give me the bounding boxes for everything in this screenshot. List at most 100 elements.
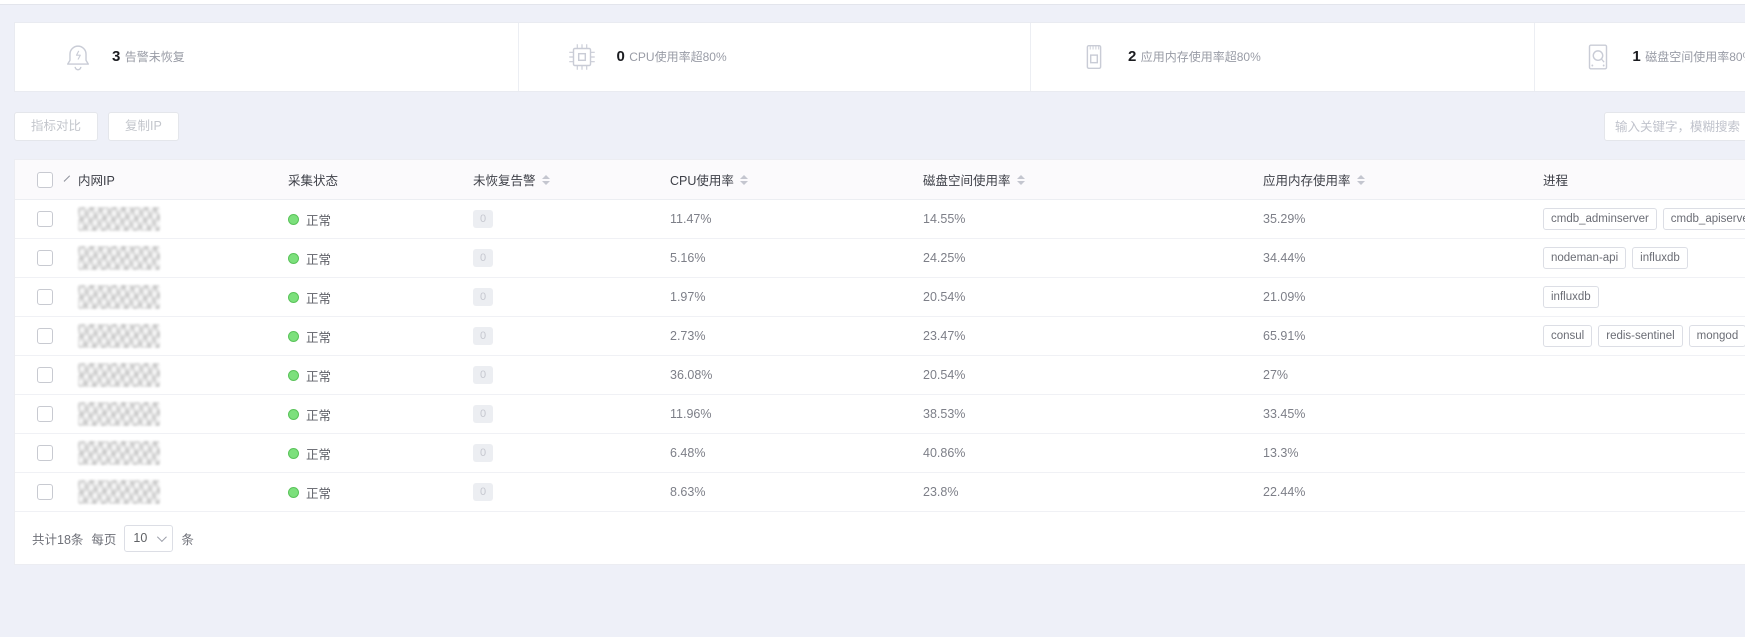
sort-icon[interactable] — [1356, 174, 1365, 185]
chevron-down-icon — [157, 531, 168, 542]
cpu-cell: 36.08% — [656, 368, 909, 383]
disk-value: 20.54% — [923, 289, 966, 304]
memory-value: 34.44% — [1263, 250, 1306, 265]
stat-value: 0 — [616, 48, 625, 65]
search-input[interactable] — [1604, 112, 1745, 141]
column-header-ip: 内网IP — [78, 174, 115, 188]
top-navbar-edge — [0, 0, 1745, 5]
disk-cell: 38.53% — [909, 407, 1249, 422]
per-page-label: 每页 — [91, 532, 117, 547]
memory-value: 13.3% — [1263, 445, 1299, 460]
status-label: 正常 — [306, 408, 332, 423]
disk-cell: 40.86% — [909, 446, 1249, 461]
row-checkbox[interactable] — [37, 367, 53, 383]
copy-ip-button[interactable]: 复制IP — [108, 112, 179, 141]
stat-label: CPU使用率超80% — [629, 50, 727, 64]
disk-cell: 14.55% — [909, 212, 1249, 227]
memory-value: 35.29% — [1263, 211, 1306, 226]
cpu-value: 36.08% — [670, 367, 713, 382]
masked-ip — [78, 246, 160, 270]
memory-value: 65.91% — [1263, 328, 1306, 343]
process-tag: consul — [1543, 325, 1593, 347]
select-all-checkbox[interactable] — [37, 171, 53, 188]
cpu-cell: 8.63% — [656, 485, 909, 500]
disk-value: 20.54% — [923, 367, 966, 382]
disk-cell: 20.54% — [909, 368, 1249, 383]
alarm-badge: 0 — [473, 327, 493, 345]
table-row: 正常 0 8.63% 23.8% 22.44% — [15, 473, 1745, 512]
table-row: 正常 0 1.97% 20.54% 21.09% influxdb — [15, 278, 1745, 317]
table-row: 正常 0 11.96% 38.53% 33.45% — [15, 395, 1745, 434]
row-checkbox[interactable] — [37, 406, 53, 422]
metric-compare-button[interactable]: 指标对比 — [14, 112, 99, 141]
alarm-badge: 0 — [473, 288, 493, 306]
column-header-status: 采集状态 — [288, 174, 339, 188]
status-dot-icon — [288, 486, 299, 498]
row-checkbox[interactable] — [37, 211, 53, 227]
process-cell: cmdb_adminserver cmdb_apiserver — [1529, 208, 1745, 230]
process-tag: cmdb_adminserver — [1543, 208, 1657, 230]
status-dot-icon — [288, 408, 299, 420]
toolbar: 指标对比 复制IP — [14, 112, 1745, 141]
masked-ip — [78, 207, 160, 231]
masked-ip — [78, 402, 160, 426]
alarm-badge: 0 — [473, 444, 493, 462]
sort-icon[interactable] — [739, 174, 748, 185]
cpu-cell: 1.97% — [656, 290, 909, 305]
disk-cell: 23.8% — [909, 485, 1249, 500]
pagination-bar: 共计18条 每页 10 条 — [15, 512, 1745, 564]
sort-icon[interactable] — [541, 174, 550, 185]
masked-ip — [78, 324, 160, 348]
status-label: 正常 — [306, 447, 332, 462]
row-checkbox[interactable] — [37, 445, 53, 461]
process-tag: influxdb — [1543, 286, 1599, 308]
memory-cell: 21.09% — [1249, 290, 1529, 305]
disk-value: 40.86% — [923, 445, 966, 460]
alarm-badge: 0 — [473, 483, 493, 501]
memory-value: 33.45% — [1263, 406, 1306, 421]
cpu-value: 11.47% — [670, 211, 712, 226]
stat-card-disk: 1 磁盘空间使用率80% — [1535, 23, 1745, 91]
disk-value: 14.55% — [923, 211, 966, 226]
alarm-badge: 0 — [473, 405, 493, 423]
alarm-badge: 0 — [473, 366, 493, 384]
sort-icon[interactable] — [1016, 174, 1025, 185]
masked-ip — [78, 480, 160, 504]
status-dot-icon — [288, 447, 299, 459]
stat-value: 3 — [112, 48, 121, 65]
memory-value: 27% — [1263, 367, 1289, 382]
total-count-label: 共计18条 — [32, 532, 84, 547]
column-header-process: 进程 — [1543, 174, 1569, 188]
row-checkbox[interactable] — [37, 328, 53, 344]
table-body: 正常 0 11.47% 14.55% 35.29% cmdb_adminserv… — [15, 200, 1745, 512]
table-row: 正常 0 5.16% 24.25% 34.44% nodeman-api infl… — [15, 239, 1745, 278]
cpu-value: 5.16% — [670, 250, 706, 265]
process-tag: mongod — [1688, 325, 1745, 347]
memory-cell: 13.3% — [1249, 446, 1529, 461]
page-size-value: 10 — [133, 531, 148, 545]
masked-ip — [78, 363, 160, 387]
stat-card-alarms: 3 告警未恢复 — [15, 23, 520, 91]
memory-cell: 65.91% — [1249, 329, 1529, 344]
row-checkbox[interactable] — [37, 484, 53, 500]
process-tag: influxdb — [1632, 247, 1688, 269]
stat-card-memory: 2 应用内存使用率超80% — [1031, 23, 1536, 91]
process-tag: nodeman-api — [1543, 247, 1627, 269]
table-row: 正常 0 2.73% 23.47% 65.91% consul redis-sen… — [15, 317, 1745, 356]
page-size-select[interactable]: 10 — [124, 524, 174, 552]
cpu-value: 1.97% — [670, 289, 706, 304]
row-checkbox[interactable] — [37, 250, 53, 266]
cpu-value: 6.48% — [670, 445, 706, 460]
disk-value: 24.25% — [923, 250, 966, 265]
memory-cell: 34.44% — [1249, 251, 1529, 266]
row-checkbox[interactable] — [37, 289, 53, 305]
memory-value: 21.09% — [1263, 289, 1306, 304]
stat-label: 告警未恢复 — [124, 50, 185, 64]
cpu-value: 8.63% — [670, 484, 706, 499]
cpu-cell: 11.96% — [656, 407, 909, 422]
table-header-row: 内网IP 采集状态 未恢复告警 CPU使用率 磁盘空间使用率 应用内存使用率 进… — [15, 160, 1745, 200]
table-row: 正常 0 11.47% 14.55% 35.29% cmdb_adminserv… — [15, 200, 1745, 239]
memory-icon — [1077, 40, 1111, 74]
disk-value: 23.8% — [923, 484, 959, 499]
